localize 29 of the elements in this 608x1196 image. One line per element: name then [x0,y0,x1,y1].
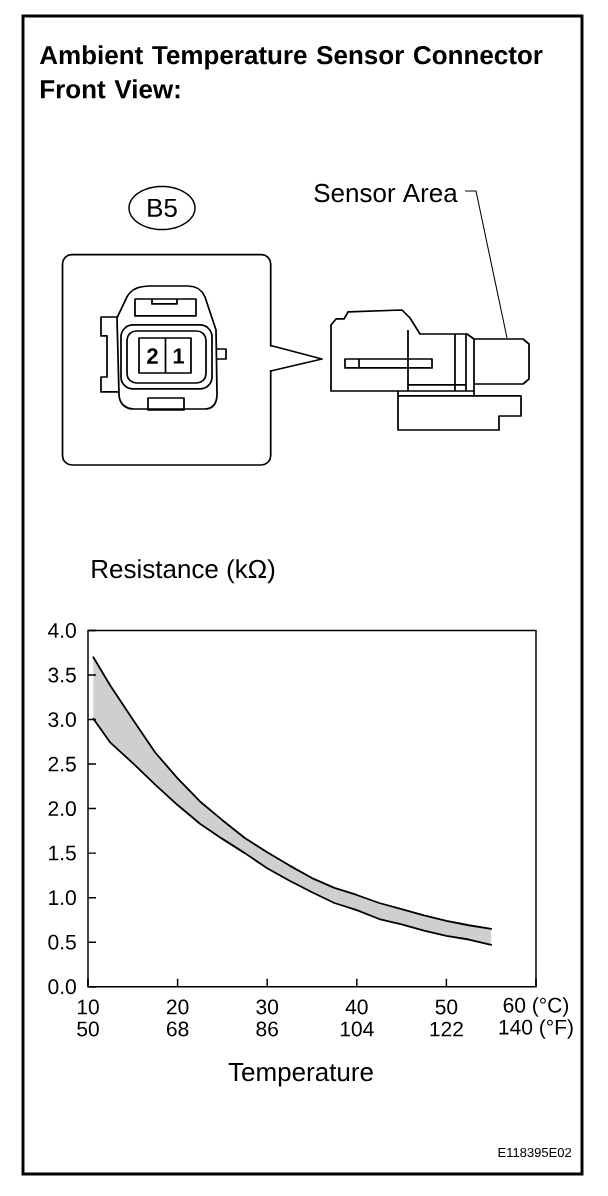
y-tick-label: 3.0 [48,712,76,727]
text: B5 [148,198,177,218]
y-tick-label: 1.0 [49,890,76,906]
y-tick-label: 3.5 [48,667,76,683]
text: 2 [147,348,158,364]
x2-tick-label: 86 [256,1021,278,1037]
y-tick-label: 0.5 [48,934,76,950]
chart-title: Ambient Temperature Sensor Connector Front View: [39,45,543,99]
x-tick-label: 10 [77,999,99,1015]
x2-tick-label: 50 [77,1021,99,1037]
text: 1 [173,348,185,364]
x2-tick-label: 122 [430,1021,463,1037]
x-axis-title: Temperature [228,1063,373,1087]
x-tick-label: 50 [435,999,458,1015]
x-tick-label: 20 [166,999,189,1015]
x2-tick-label: 140 (°F) [499,1019,573,1039]
x-tick-label: 60 (°C) [503,997,569,1017]
x2-tick-label: 68 [166,1021,189,1037]
y-tick-label: 0.0 [48,979,76,995]
text: E118395E02 [498,1147,572,1158]
x-tick-label: 40 [345,999,368,1015]
y-tick-label: 1.5 [49,845,76,861]
text: Sensor Area [314,183,458,203]
x2-tick-label: 104 [340,1021,374,1037]
y-tick-label: 2.5 [48,756,76,772]
y-tick-label: 4.0 [48,623,76,638]
x-tick-label: 30 [256,999,279,1015]
y-tick-label: 2.0 [48,801,76,817]
y-axis-title: Resistance (kΩ) [92,559,275,584]
